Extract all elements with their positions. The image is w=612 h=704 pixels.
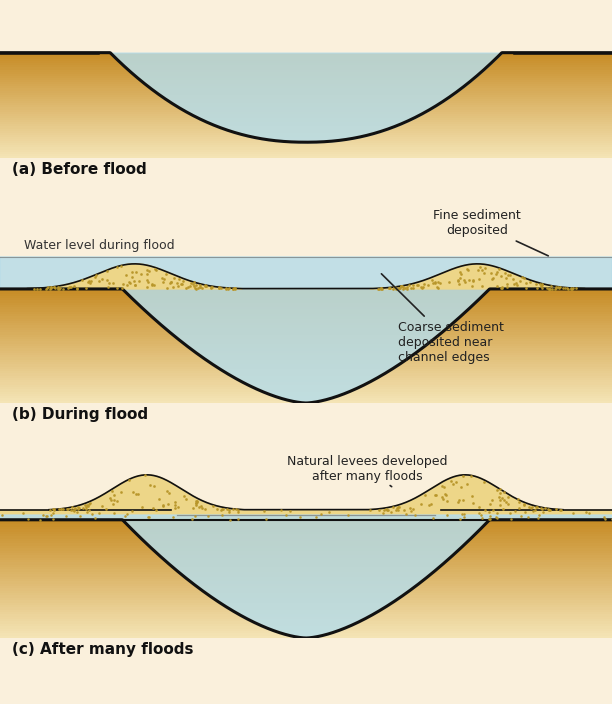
Text: Fine sediment
deposited: Fine sediment deposited xyxy=(433,209,548,256)
Text: Coarse sediment
deposited near
channel edges: Coarse sediment deposited near channel e… xyxy=(381,274,504,364)
Text: (a) Before flood: (a) Before flood xyxy=(12,162,147,177)
Text: Water level during flood: Water level during flood xyxy=(24,239,175,253)
Text: (b) During flood: (b) During flood xyxy=(12,407,148,422)
Text: Natural levees developed
after many floods: Natural levees developed after many floo… xyxy=(287,455,447,486)
Text: (c) After many floods: (c) After many floods xyxy=(12,642,194,657)
